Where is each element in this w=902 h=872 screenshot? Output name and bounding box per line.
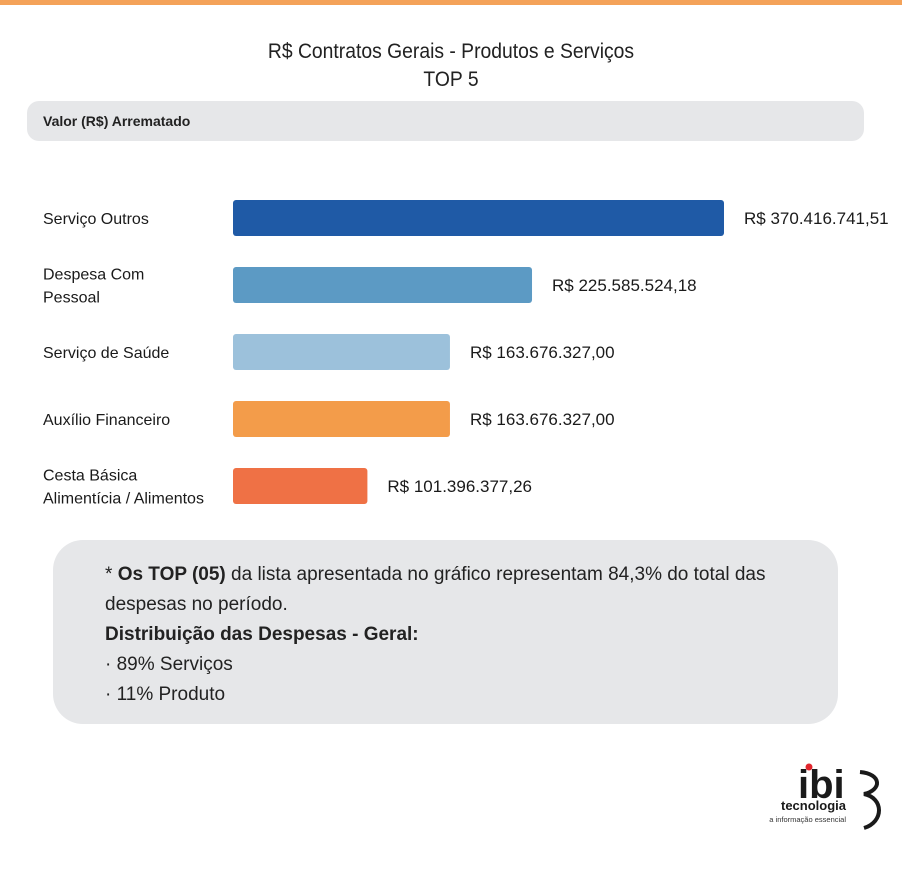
note-item-services: · 89% Serviços <box>105 654 233 675</box>
category-label-5: Cesta Básica Alimentícia / Alimentos <box>43 468 204 508</box>
value-label-1: R$ 370.416.741,51 <box>744 209 889 228</box>
value-label-5: R$ 101.396.377,26 <box>387 477 532 496</box>
top-accent-line <box>0 0 902 5</box>
ibi-logo: ibi tecnologia a informação essencial <box>769 763 881 830</box>
category-label-4: Auxílio Financeiro <box>43 412 170 429</box>
note-heading-text: Distribuição das Despesas - Geral: <box>105 624 419 645</box>
bar-5 <box>233 468 368 504</box>
logo-tagline: a informação essencial <box>769 815 846 824</box>
value-label-2: R$ 225.585.524,18 <box>552 276 697 295</box>
bar-1 <box>233 200 724 236</box>
note-heading: Distribuição das Despesas - Geral: <box>105 620 814 650</box>
bar-chart: Serviço Outros R$ 370.416.741,51 Despesa C… <box>43 200 889 508</box>
chart-title-line2: TOP 5 <box>423 68 479 91</box>
category-label-2: Despesa Com Pessoal <box>43 267 144 307</box>
category-label-3: Serviço de Saúde <box>43 345 169 362</box>
logo-mark: ibi <box>798 763 845 807</box>
chart-title: R$ Contratos Gerais - Produtos e Serviço… <box>36 38 866 94</box>
bar-2 <box>233 267 533 303</box>
logo-swirl-icon <box>859 770 881 830</box>
logo-name: tecnologia <box>781 798 847 813</box>
bar-3 <box>233 334 450 370</box>
value-label-4: R$ 163.676.327,00 <box>470 410 615 429</box>
note-paragraph: * Os TOP (05) da lista apresentada no gr… <box>105 560 814 620</box>
note-text: da lista apresentada no gráfico represen… <box>105 564 766 615</box>
note-prefix: * <box>105 564 118 585</box>
value-label-3: R$ 163.676.327,00 <box>470 343 615 362</box>
category-label-1: Serviço Outros <box>43 211 149 228</box>
value-header-label: Valor (R$) Arrematado <box>43 113 191 129</box>
chart-title-line1: R$ Contratos Gerais - Produtos e Serviço… <box>267 40 635 63</box>
bar-4 <box>233 401 450 437</box>
value-header-bar: Valor (R$) Arrematado <box>27 101 864 141</box>
note-item-products: · 11% Produto <box>105 684 226 705</box>
note-bold-lead: Os TOP (05) <box>117 564 226 585</box>
summary-note: * Os TOP (05) da lista apresentada no gr… <box>53 540 838 724</box>
logo-dot-icon <box>805 763 813 771</box>
